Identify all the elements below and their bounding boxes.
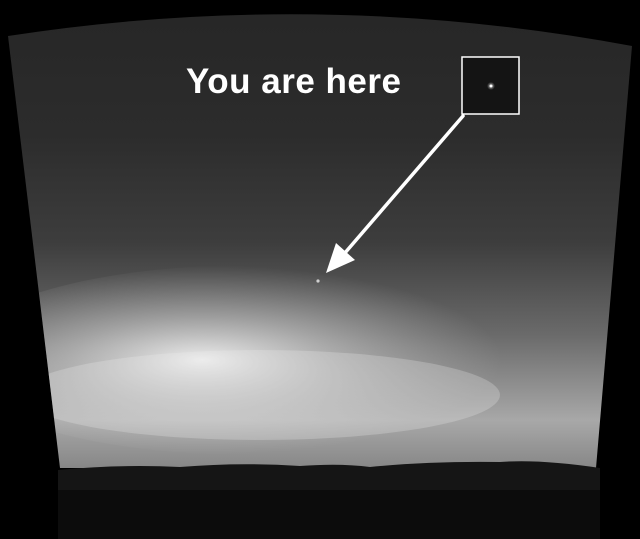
caption-label: You are here bbox=[186, 62, 402, 101]
earth-dot-icon bbox=[316, 279, 320, 283]
arrow-icon bbox=[326, 114, 465, 273]
inset-zoom-box bbox=[461, 56, 520, 115]
